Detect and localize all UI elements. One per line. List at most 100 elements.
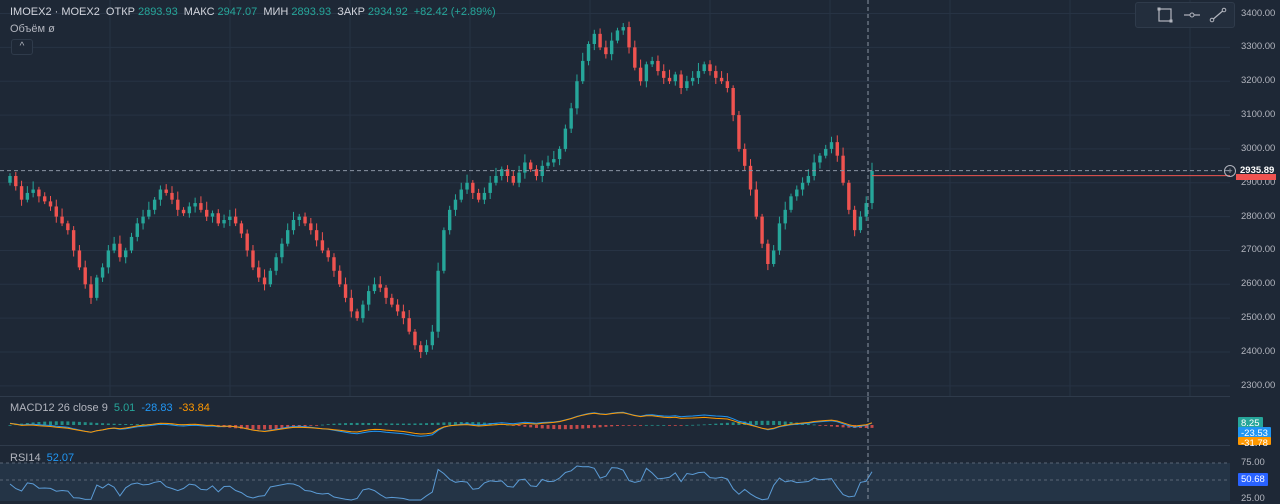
macd-histogram-bar [818,425,822,426]
rsi-chart [0,446,1230,501]
candle-body [609,40,614,55]
candle-body [569,108,573,129]
macd-histogram-bar [662,424,666,426]
macd-histogram-bar [95,422,99,425]
macd-histogram-bar [824,425,828,426]
candle-body [424,345,429,352]
macd-histogram-bar [257,425,261,430]
pane-separator[interactable] [0,445,1230,446]
macd-histogram-bar [60,421,64,425]
macd-histogram-bar [315,425,319,426]
macd-histogram-bar [835,425,839,427]
macd-histogram-bar [783,421,787,425]
macd-histogram-bar [708,424,712,425]
rsi-axis-value: 50.68 [1238,473,1268,486]
macd-pane[interactable]: MACD12 26 close 9 5.01 -28.83 -33.84 [0,397,1280,445]
macd-histogram-bar [268,425,272,430]
candle-body [870,170,874,204]
macd-histogram-bar [118,423,122,425]
macd-histogram-bar [286,425,290,429]
macd-histogram-bar [471,422,475,425]
macd-histogram-bar [685,424,689,426]
candle-body [847,182,851,210]
rsi-pane[interactable]: RSI14 52.07 [0,446,1280,501]
candle-body [482,192,487,200]
macd-histogram-bar [587,425,591,429]
candle-body [500,169,504,176]
candle-body [638,67,643,82]
candle-body [37,189,41,197]
high-value: 2947.07 [217,6,258,18]
candle-body [442,230,446,271]
candle-body [372,284,377,292]
pane-separator[interactable] [0,396,1230,397]
current-price-label: 2935.89 [1240,164,1275,176]
candle-body [633,47,637,68]
macd-histogram-bar [361,422,365,425]
macd-histogram-bar [384,423,388,425]
macd-chart [8,397,874,445]
macd-histogram-bar [841,425,845,428]
candle-body [71,230,76,251]
candle-body [338,270,342,285]
candle-body [170,192,174,200]
candlestick-chart[interactable] [0,0,1230,396]
candle-body [355,311,359,319]
macd-histogram-bar [749,421,753,425]
main-chart-pane[interactable]: IMOEX2 · MOEX2 ОТКР 2893.93 МАКС 2947.07 М… [0,0,1280,396]
candle-body [650,60,654,65]
candle-body [228,216,232,220]
price-tick-label: 2300.00 [1241,379,1276,391]
candle-body [158,189,163,200]
price-tick-label: 3100.00 [1241,109,1276,121]
price-tick-label: 3200.00 [1241,75,1276,87]
change-value: +82.42 (+2.89%) [413,6,496,18]
volume-legend[interactable]: Объём ø [10,23,55,35]
candle-body [89,284,93,298]
macd-histogram-bar [367,422,371,425]
candle-body [100,267,105,278]
price-tick-label: 2500.00 [1241,312,1276,324]
candle-body [690,77,695,82]
candle-body [523,162,527,173]
macd-histogram-bar [239,425,243,429]
macd-histogram-bar [396,423,400,425]
candle-body [656,60,660,72]
candle-body [476,192,481,200]
candle-body [280,243,284,258]
candle-body [77,250,82,268]
macd-histogram-bar [303,425,307,427]
macd-histogram-bar [459,422,463,425]
candle-body [83,267,87,285]
collapse-legend-button[interactable]: ^ [11,39,33,55]
candle-body [546,162,550,166]
trend-line-icon[interactable] [1209,7,1227,23]
macd-histogram-bar [83,422,87,425]
candle-body [60,216,64,224]
macd-histogram-bar [390,423,394,425]
ohlc-legend: IMOEX2 · MOEX2 ОТКР 2893.93 МАКС 2947.07 М… [10,6,499,18]
candle-body [378,284,382,288]
candle-body [783,209,787,224]
candle-body [43,196,47,202]
macd-histogram-bar [725,422,729,425]
horizontal-ray-icon[interactable] [1183,7,1201,23]
macd-histogram-bar [847,425,851,428]
macd-histogram-bar [610,425,614,427]
macd-histogram-bar [627,425,631,426]
rectangle-icon[interactable] [1156,7,1174,23]
price-axis[interactable]: 3400.00 3300.00 3200.00 3100.00 3000.00 2900.… [1231,0,1280,501]
crosshair-plus-icon[interactable]: + [1224,164,1236,177]
macd-histogram-bar [37,421,41,425]
macd-histogram-bar [344,423,348,425]
macd-histogram-bar [569,425,573,430]
candle-body [407,318,411,332]
price-tick-label: 2600.00 [1241,278,1276,290]
macd-histogram-bar [430,422,434,425]
candle-body [361,304,365,319]
candle-body [257,267,261,278]
rsi-legend: RSI14 52.07 [10,452,77,464]
macd-histogram-bar [31,422,35,425]
price-tick-label: 2900.00 [1241,176,1276,188]
macd-histogram-bar [592,425,596,428]
